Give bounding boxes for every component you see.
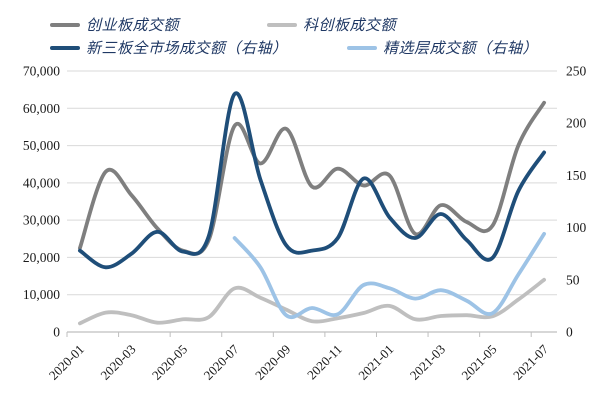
- x-axis-tick-label: 2021-05: [458, 342, 499, 383]
- series-line-xinsanban: [78, 91, 546, 270]
- right-axis-tick-label: 50: [566, 272, 580, 287]
- legend-item-label: 科创板成交额: [303, 18, 397, 34]
- right-axis-tick-label: 200: [566, 116, 587, 131]
- legend-line-swatch: [267, 22, 297, 27]
- legend-item-label: 创业板成交额: [86, 18, 180, 34]
- left-axis-tick-label: 60,000: [23, 101, 60, 116]
- series-line-jingxuanceng: [232, 232, 546, 319]
- left-axis-tick-label: 50,000: [23, 138, 60, 153]
- legend-line-swatch: [347, 45, 377, 50]
- x-axis-tick-label: 2020-01: [46, 342, 87, 383]
- legend-line-swatch: [50, 22, 80, 27]
- legend: 创业板成交额 科创板成交额 新三板全市场成交额（右轴） 精选层成交额（右轴）: [0, 0, 600, 60]
- right-axis-tick-label: 100: [566, 220, 587, 235]
- left-axis-tick-label: 70,000: [23, 64, 60, 79]
- series-line-chuangyeban: [78, 100, 546, 256]
- x-axis-tick-label: 2020-11: [304, 342, 345, 383]
- left-axis-tick-label: 30,000: [23, 213, 60, 228]
- legend-item-label: 新三板全市场成交额（右轴）: [86, 41, 288, 57]
- right-axis-tick-label: 150: [566, 168, 587, 183]
- x-axis-tick-label: 2020-05: [149, 342, 190, 383]
- left-axis-tick-label: 40,000: [23, 175, 60, 190]
- legend-line-swatch: [50, 45, 80, 50]
- x-axis-tick-label: 2020-09: [252, 342, 293, 383]
- legend-item-chuangyeban: 创业板成交额: [50, 14, 179, 35]
- series-line-kechuangban: [78, 277, 546, 326]
- left-axis-tick-label: 20,000: [23, 250, 60, 265]
- x-axis-tick-label: 2021-01: [355, 342, 396, 383]
- right-axis-tick-label: 250: [566, 64, 587, 79]
- x-axis-tick-label: 2020-07: [200, 341, 242, 383]
- legend-item-xinsanban: 新三板全市场成交额（右轴）: [50, 37, 288, 58]
- x-axis-tick-label: 2020-03: [97, 342, 138, 383]
- left-axis-tick-label: 10,000: [23, 287, 60, 302]
- legend-item-jingxuanceng: 精选层成交额（右轴）: [347, 37, 538, 58]
- left-axis-tick-label: 0: [53, 325, 60, 340]
- legend-item-label: 精选层成交额（右轴）: [383, 41, 539, 57]
- x-axis-tick-label: 2021-03: [407, 342, 448, 383]
- right-axis-tick-label: 0: [566, 325, 573, 340]
- legend-item-kechuangban: 科创板成交额: [267, 14, 396, 35]
- x-axis-tick-label: 2021-07: [510, 341, 552, 383]
